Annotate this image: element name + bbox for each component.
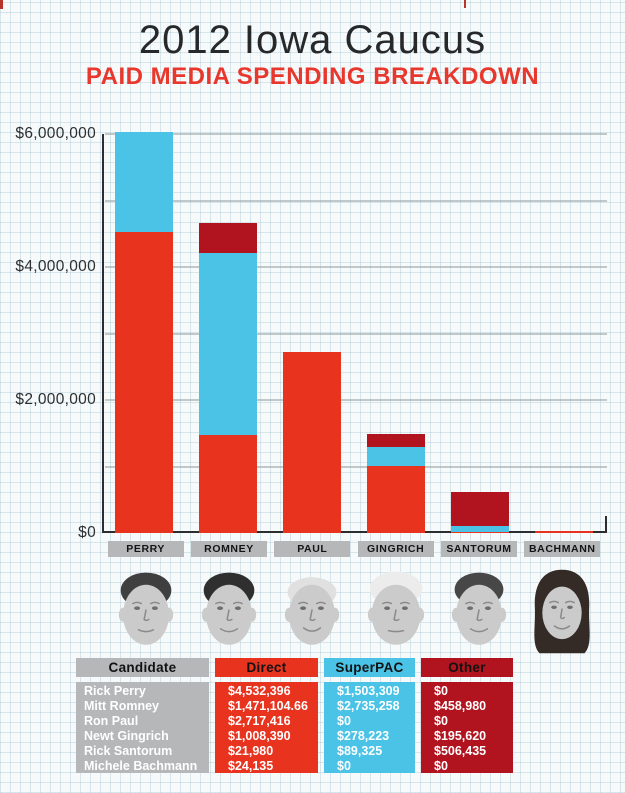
table-cell-name: Newt Gingrich	[84, 729, 169, 744]
gridline	[105, 332, 607, 335]
bar-segment-romney-superpac	[199, 253, 257, 436]
bar-segment-bachmann-direct	[535, 531, 593, 533]
table-cell-superpac: $278,223	[337, 729, 390, 744]
table-cell-other: $195,620	[434, 729, 487, 744]
spending-table: Candidate Rick Perry Mitt Romney Ron Pau…	[76, 658, 513, 773]
bar-segment-perry-direct	[115, 231, 173, 533]
table-column-other: Other $0 $458,980 $0 $195,620 $506,435 $…	[421, 658, 513, 773]
table-cell-direct: $21,980	[228, 744, 274, 759]
candidate-photo-santorum	[451, 572, 507, 645]
bar-column-bachmann	[522, 113, 606, 533]
candidate-photo-bachmann	[534, 569, 590, 654]
y-tick-label: $2,000,000	[15, 391, 96, 408]
bar-segment-santorum-direct	[451, 531, 509, 533]
bar-column-gingrich	[354, 113, 438, 533]
gridline	[105, 399, 607, 401]
candidate-photo-paul	[285, 577, 340, 645]
table-cell-name: Mitt Romney	[84, 699, 159, 714]
gridline	[105, 266, 607, 268]
bar-column-perry	[102, 113, 186, 533]
bar-segment-santorum-other	[451, 491, 509, 526]
x-axis-line	[102, 531, 607, 533]
category-label-perry: PERRY	[107, 541, 184, 557]
table-cell-other: $506,435	[434, 744, 487, 759]
category-label-paul: PAUL	[274, 541, 351, 557]
column-header-superpac: SuperPAC	[324, 658, 415, 677]
candidate-photos	[104, 556, 604, 656]
bar-column-paul	[270, 113, 354, 533]
category-label-romney: ROMNEY	[190, 541, 267, 557]
table-cell-other: $0	[434, 684, 448, 698]
bar-segment-santorum-superpac	[451, 525, 509, 532]
bar-segment-paul-direct	[283, 352, 341, 533]
column-header-direct: Direct	[215, 658, 318, 677]
table-column-direct: Direct $4,532,396 $1,471,104.66 $2,717,4…	[215, 658, 318, 773]
table-cell-superpac: $0	[337, 714, 351, 729]
table-cell-direct: $24,135	[228, 759, 274, 774]
bar-stack-romney	[199, 222, 257, 533]
candidate-photo-romney	[201, 572, 257, 645]
y-tick-label: $0	[78, 524, 96, 541]
red-crop-mark	[0, 0, 3, 9]
y-tick-label: $6,000,000	[15, 125, 96, 142]
page-title: 2012 Iowa Caucus	[138, 18, 487, 62]
table-column-candidate: Candidate Rick Perry Mitt Romney Ron Pau…	[76, 658, 209, 773]
table-cell-other: $458,980	[434, 699, 487, 714]
table-cell-name: Rick Santorum	[84, 744, 173, 759]
gridline	[105, 199, 607, 202]
column-header-other: Other	[421, 658, 513, 677]
bar-segment-gingrich-superpac	[367, 447, 425, 466]
table-cell-other: $0	[434, 759, 448, 774]
candidate-photo-gingrich	[367, 571, 424, 645]
table-column-superpac-body: $1,503,309 $2,735,258 $0 $278,223 $89,32…	[324, 682, 415, 773]
table-cell-superpac: $2,735,258	[337, 699, 400, 714]
plot-area	[102, 113, 607, 533]
table-cell-direct: $2,717,416	[228, 714, 291, 729]
bar-segment-gingrich-other	[367, 434, 425, 448]
red-crop-mark	[464, 0, 466, 8]
bars	[102, 113, 606, 533]
table-column-superpac: SuperPAC $1,503,309 $2,735,258 $0 $278,2…	[324, 658, 415, 773]
table-cell-superpac: $0	[337, 759, 351, 774]
bar-segment-romney-other	[199, 222, 257, 254]
category-label-santorum: SANTORUM	[440, 541, 517, 557]
table-column-candidate-body: Rick Perry Mitt Romney Ron Paul Newt Gin…	[76, 682, 209, 773]
y-axis-line	[102, 134, 104, 533]
table-cell-name: Michele Bachmann	[84, 759, 198, 774]
bar-stack-paul	[283, 352, 341, 533]
bar-stack-gingrich	[367, 434, 425, 533]
category-labels: PERRY ROMNEY PAUL GINGRICH SANTORUM BACH…	[104, 541, 604, 557]
bar-stack-perry	[115, 131, 173, 533]
table-cell-direct: $1,008,390	[228, 729, 291, 744]
table-cell-superpac: $1,503,309	[337, 684, 400, 698]
table-cell-name: Rick Perry	[84, 684, 146, 698]
table-cell-direct: $1,471,104.66	[228, 699, 308, 714]
table-column-direct-body: $4,532,396 $1,471,104.66 $2,717,416 $1,0…	[215, 682, 318, 773]
bar-segment-gingrich-direct	[367, 465, 425, 533]
bar-column-santorum	[438, 113, 522, 533]
page-subtitle: PAID MEDIA SPENDING BREAKDOWN	[85, 63, 540, 90]
category-label-bachmann: BACHMANN	[524, 541, 601, 557]
category-label-gingrich: GINGRICH	[357, 541, 434, 557]
bar-column-romney	[186, 113, 270, 533]
table-cell-direct: $4,532,396	[228, 684, 291, 698]
table-column-other-body: $0 $458,980 $0 $195,620 $506,435 $0	[421, 682, 513, 773]
gridline	[105, 133, 607, 135]
x-axis-end-bracket	[605, 516, 607, 533]
chart: $6,000,000 $4,000,000 $2,000,000 $0	[15, 113, 607, 541]
table-cell-name: Ron Paul	[84, 714, 139, 729]
bar-stack-bachmann	[535, 531, 593, 533]
y-tick-label: $4,000,000	[15, 258, 96, 275]
bar-segment-romney-direct	[199, 435, 257, 533]
bar-stack-santorum	[451, 491, 509, 533]
column-header-candidate: Candidate	[76, 658, 209, 677]
bar-segment-perry-superpac	[115, 131, 173, 232]
table-cell-superpac: $89,325	[337, 744, 383, 759]
candidate-photo-perry	[118, 572, 173, 645]
table-cell-other: $0	[434, 714, 448, 729]
gridline	[105, 465, 607, 468]
